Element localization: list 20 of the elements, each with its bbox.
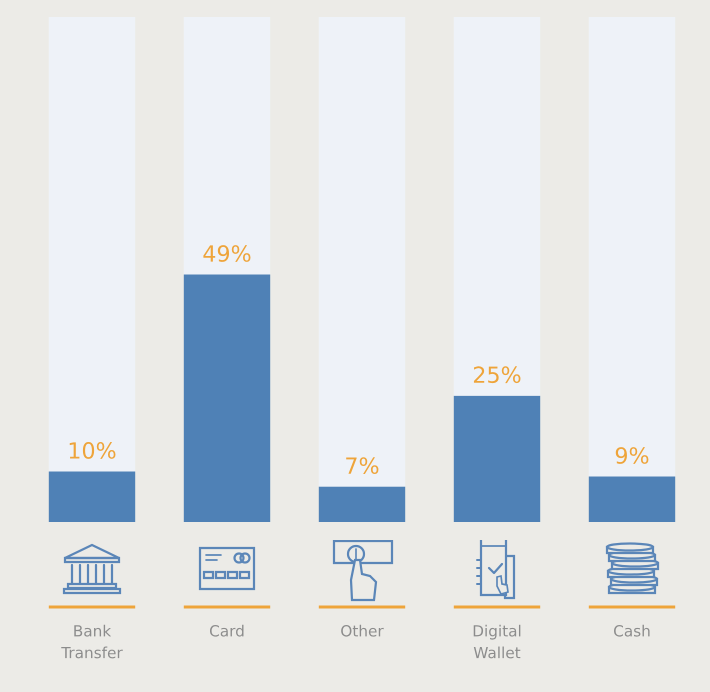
x-tick-label: Cash: [614, 624, 650, 637]
bar: [184, 17, 270, 275]
data-label: 10%: [70, 442, 116, 459]
bar: [588, 17, 676, 477]
bar: [48, 17, 136, 472]
data-label: 49%: [203, 245, 250, 262]
x-tick-label: Other: [341, 624, 384, 637]
bar: [588, 476, 676, 522]
bar: [184, 274, 270, 522]
x-tick-label: Bank Transfer: [61, 624, 123, 658]
bar: [48, 472, 136, 522]
bar: [454, 17, 540, 396]
bar: [318, 17, 406, 487]
data-label: 25%: [474, 366, 520, 384]
data-label: 7%: [346, 457, 378, 474]
bar: [454, 396, 540, 522]
x-tick-label: Digital Wallet: [474, 624, 520, 658]
x-tick-label: Card: [210, 624, 244, 637]
data-label: 9%: [616, 447, 648, 464]
bar: [318, 486, 406, 522]
